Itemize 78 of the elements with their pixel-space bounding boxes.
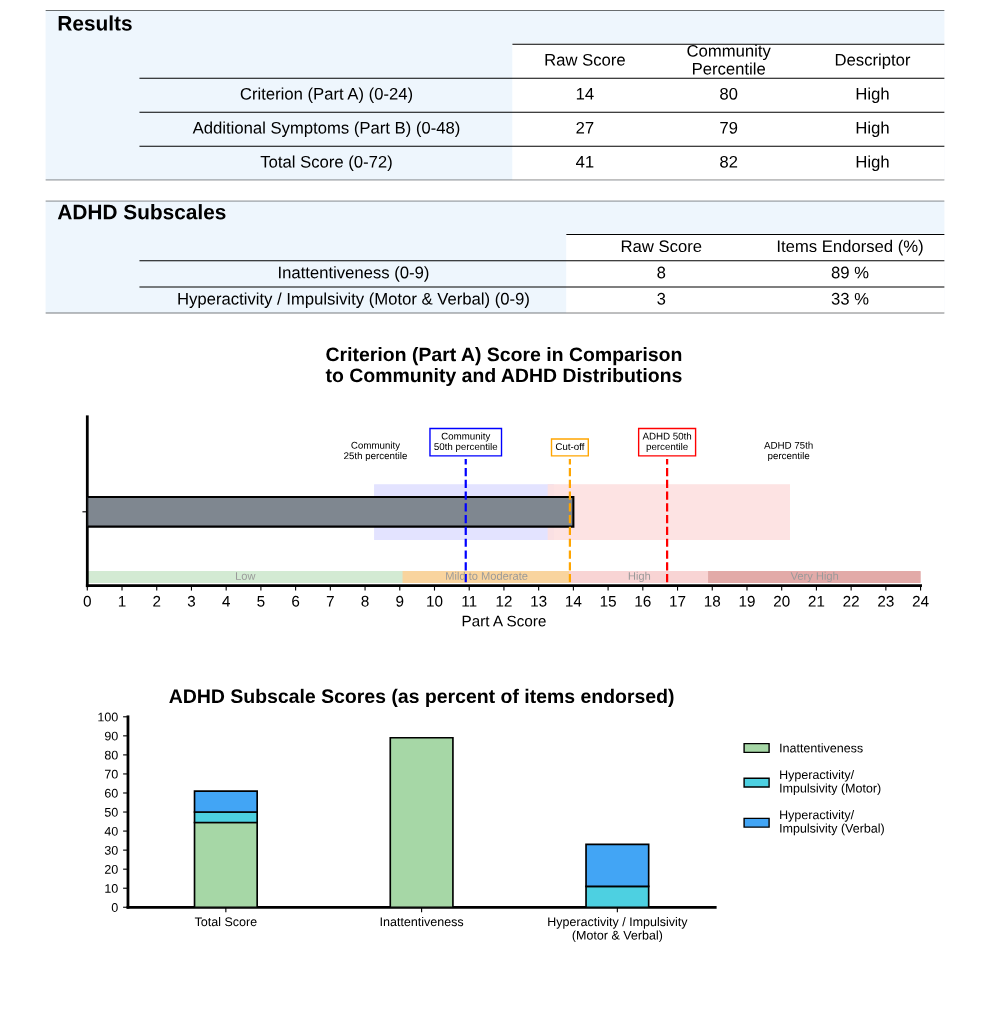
legend-label: Inattentiveness [780,743,863,753]
text: 27 [576,121,594,134]
x-tick-label: 18 [704,595,721,607]
band-label: High [628,571,651,583]
text: 33 % [831,292,869,305]
x-tick-label: 9 [396,595,404,607]
text: 3 [657,292,666,305]
ref-line-label: Cut-off [555,442,585,451]
text: Results [58,15,132,31]
x-tick-label: 22 [843,595,859,607]
text: 80 [720,87,738,100]
category-label: Additional Symptoms (Part B) (0-48) [192,121,460,137]
category-label: Hyperactivity / Impulsivity (Motor & Verbal) (0-9) [178,292,529,308]
x-tick-label: 20 [773,595,790,607]
x-tick-label: 19 [739,595,755,607]
text: 8 [657,266,666,279]
y-tick-label: 40 [104,826,118,836]
x-tick-label: 11 [462,596,477,607]
legend-label: Hyperactivity/ Impulsivity (Verbal) [780,810,884,836]
x-tick-label: 13 [531,595,547,607]
category-label: Total Score (0-72) [260,155,392,171]
x-tick-label: Total Score [194,916,257,927]
x-tick-label: 23 [878,595,894,607]
text: ADHD Subscales [57,204,226,220]
x-tick-label: 10 [427,595,443,607]
x-tick-label: 3 [187,595,196,607]
category-label: Items Endorsed (%) [777,239,923,256]
text: 14 [576,88,594,100]
text: High [856,121,889,137]
category-label: Inattentiveness (0-9) [279,266,429,282]
x-tick-label: 8 [361,595,369,607]
text: 82 [720,155,738,168]
y-tick-label: 100 [98,712,118,722]
x-tick-label: 16 [635,595,651,607]
x-tick-label: 2 [153,595,161,607]
ref-line-label: Community 50th percentile [434,432,498,452]
x-tick-label: 17 [670,596,686,607]
x-tick-label: 4 [222,596,230,607]
legend-label: Hyperactivity/ Impulsivity (Motor) [780,769,881,796]
ref-line-label: ADHD 50th percentile [642,432,692,452]
y-tick-label: 80 [104,750,118,760]
x-tick-label: 24 [912,595,929,607]
category-label: Community Percentile [687,44,771,75]
y-tick-label: 30 [104,845,118,855]
y-tick-label: 90 [104,731,118,741]
annotation: ADHD 75th percentile [764,441,813,462]
text: 89 % [831,266,869,279]
chart-title: ADHD Subscale Scores (as percent of items endorsed) [169,688,674,707]
y-tick-label: 50 [104,807,118,817]
band-label: Low [235,572,256,580]
x-tick-label: 21 [808,595,825,607]
x-tick-label: 14 [566,596,582,607]
y-tick-label: 10 [105,884,118,893]
x-tick-label: Inattentiveness [380,916,464,927]
chart-title: Criterion (Part A) Score in Comparison to Community and ADHD Distributions [325,347,682,387]
category-label: Criterion (Part A) (0-24) [240,87,413,103]
x-tick-label: 1 [118,596,126,607]
text: 41 [576,156,594,168]
category-label: Raw Score [621,240,702,253]
text: High [856,87,889,103]
x-tick-label: 0 [83,595,91,607]
x-axis-title: Part A Score [462,615,546,627]
category-label: Raw Score [545,53,625,66]
y-tick-label: 20 [104,864,118,874]
band-label: Very High [790,571,839,583]
x-tick-label: 15 [600,596,616,607]
text: High [856,155,889,171]
x-tick-label: 12 [496,595,512,607]
x-tick-label: Hyperactivity / Impulsivity (Motor & Verbal) [548,916,688,943]
text: 79 [720,121,738,134]
x-tick-label: 7 [326,596,334,607]
y-tick-label: 0 [111,903,118,912]
x-tick-label: 6 [292,595,300,607]
y-tick-label: 60 [104,788,118,798]
x-tick-label: 5 [257,596,265,607]
y-tick-label: 70 [104,769,118,779]
category-label: Descriptor [835,53,911,69]
annotation: Community 25th percentile [344,441,407,462]
